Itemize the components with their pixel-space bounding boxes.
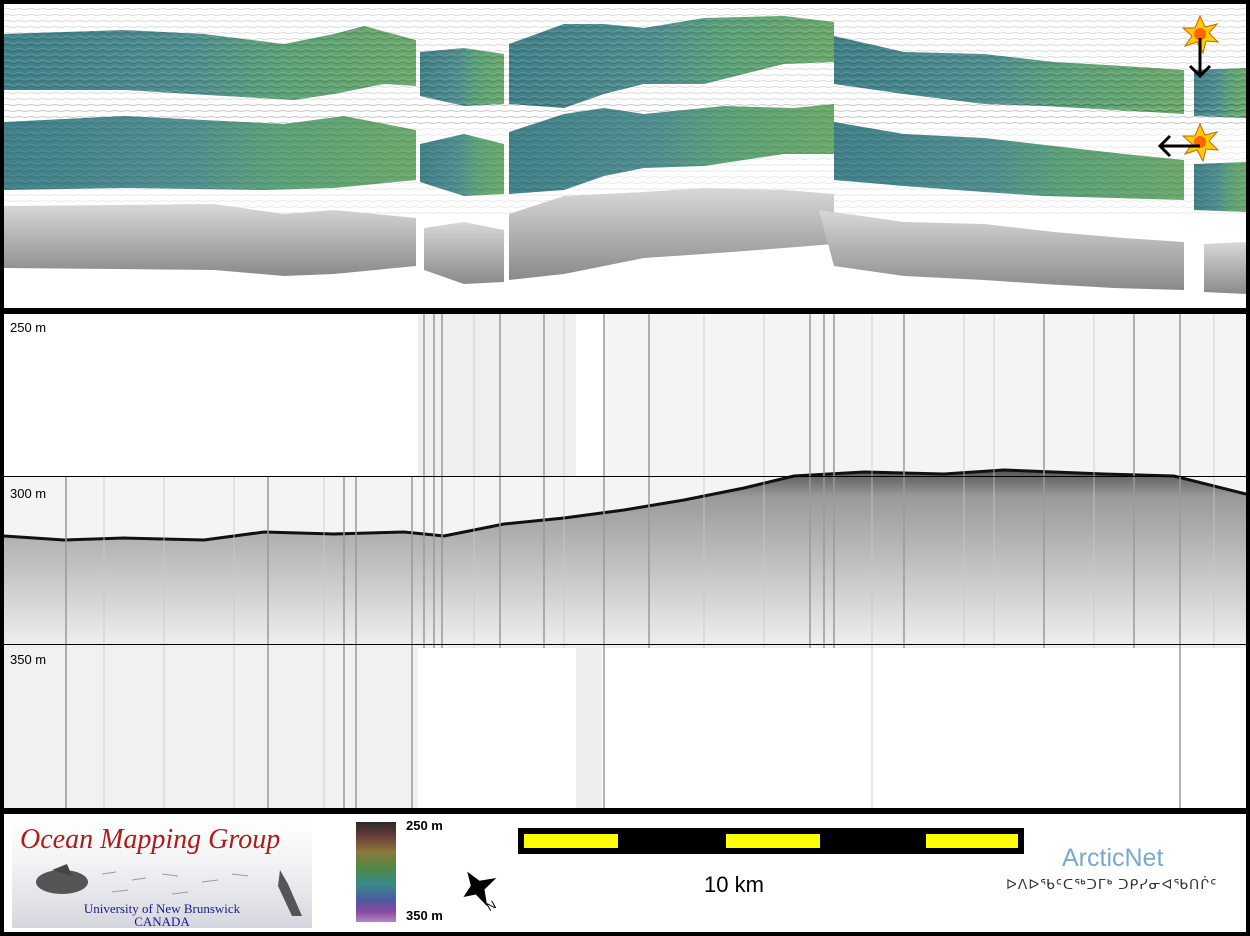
depth-gridline-350 xyxy=(4,644,1246,645)
backscatter-strip xyxy=(4,188,1246,294)
echogram-panel: 250 m 300 m 350 m xyxy=(4,314,1246,808)
echogram-image xyxy=(4,314,1246,808)
north-arrow-icon: N xyxy=(459,864,509,914)
left-arrow-icon xyxy=(1157,134,1200,158)
omg-graphic xyxy=(36,864,302,916)
arcticnet-syllabics: ᐅᐱᐅᖃᑦᑕᖅᑐᒥᒃ ᑐᑭᓯᓂᐊᖃᑎᒌᑦ xyxy=(1006,876,1218,892)
depth-label-300: 300 m xyxy=(10,486,47,501)
swath-strips xyxy=(4,4,1246,294)
scale-bar-label: 10 km xyxy=(704,872,764,897)
north-letter: N xyxy=(484,898,499,914)
swath-panel xyxy=(4,4,1246,308)
omg-university: University of New Brunswick xyxy=(83,901,241,916)
depth-gridline-300 xyxy=(4,476,1246,477)
ocean-mapping-group-logo: Ocean Mapping Group University of New Br… xyxy=(12,820,312,928)
omg-country: CANADA xyxy=(134,914,190,928)
starburst-icon xyxy=(1181,14,1220,55)
arcticnet-logo-text: ArcticNet xyxy=(1062,844,1164,872)
depth-label-250: 250 m xyxy=(10,320,47,335)
down-arrow-icon xyxy=(1188,38,1212,79)
scale-segment xyxy=(726,834,820,848)
scale-segment xyxy=(926,834,1018,848)
colorbar-bottom-label: 350 m xyxy=(406,908,443,923)
footer-panel: Ocean Mapping Group University of New Br… xyxy=(4,814,1246,932)
scale-bar xyxy=(518,828,1024,854)
depth-label-350: 350 m xyxy=(10,652,47,667)
depth-colorbar xyxy=(356,822,396,922)
colorbar-top-label: 250 m xyxy=(406,818,443,833)
scale-segment xyxy=(524,834,618,848)
omg-title: Ocean Mapping Group xyxy=(20,824,281,855)
